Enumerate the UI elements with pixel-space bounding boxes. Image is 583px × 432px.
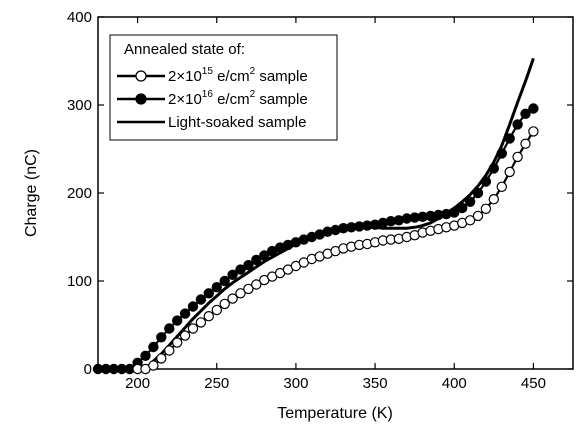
data-point <box>171 337 183 348</box>
data-point <box>488 193 499 205</box>
data-point <box>243 283 254 295</box>
data-point <box>211 282 222 293</box>
y-axis-title: Charge (nC) <box>23 149 40 237</box>
data-point <box>480 203 492 214</box>
data-point <box>164 345 175 356</box>
data-point <box>520 108 531 120</box>
legend-label-part: 2×10 <box>168 91 202 108</box>
axes: 200 250 300 350 400 450 0 100 200 300 400 <box>67 9 573 392</box>
legend-label-part: Light-soaked sample <box>168 114 306 131</box>
data-point <box>512 151 523 163</box>
data-point <box>496 181 507 192</box>
data-point <box>179 308 191 319</box>
legend-label-part: 2 <box>250 89 256 100</box>
data-point <box>156 353 167 364</box>
data-point <box>187 323 199 334</box>
data-point <box>504 166 515 178</box>
data-point <box>235 288 246 299</box>
data-point <box>179 330 191 341</box>
data-point <box>219 298 230 310</box>
data-point <box>449 207 460 218</box>
x-tick-label: 450 <box>521 375 546 392</box>
x-tick-label: 300 <box>283 375 308 392</box>
data-point <box>148 341 159 353</box>
data-point <box>504 133 515 144</box>
series-layer <box>92 57 539 375</box>
data-point <box>520 138 531 149</box>
data-point <box>195 294 207 305</box>
data-point <box>464 196 476 207</box>
data-point <box>251 279 262 290</box>
data-point <box>187 301 199 312</box>
data-point <box>235 264 246 275</box>
data-point <box>156 332 167 343</box>
legend-label-part: sample <box>255 68 308 85</box>
legend-title: Annealed state of: <box>124 41 245 58</box>
legend-label: 2×1015 e/cm2 sample <box>168 66 308 85</box>
data-point <box>195 317 207 328</box>
x-axis-title: Temperature (K) <box>277 405 393 422</box>
data-point <box>464 215 476 226</box>
data-point <box>472 210 484 222</box>
y-tick-label: 400 <box>67 9 92 26</box>
legend-marker <box>135 93 147 105</box>
y-tick-label: 300 <box>67 97 92 114</box>
legend-label: Light-soaked sample <box>168 114 306 131</box>
data-point <box>457 202 468 214</box>
x-tick-label: 250 <box>204 375 229 392</box>
data-point <box>148 360 159 371</box>
data-point <box>496 148 507 159</box>
x-tick-label: 200 <box>125 375 150 392</box>
data-point <box>480 176 492 187</box>
legend-label: 2×1016 e/cm2 sample <box>168 89 308 108</box>
data-point <box>171 315 183 326</box>
data-point <box>528 126 539 137</box>
legend-label-part: 2×10 <box>168 68 202 85</box>
series-filled-circle <box>92 103 539 375</box>
data-point <box>243 260 254 271</box>
legend-label-part: 15 <box>202 66 214 77</box>
legend-marker <box>135 70 147 82</box>
data-point <box>528 103 539 114</box>
data-point <box>488 163 499 174</box>
data-point <box>512 119 523 130</box>
legend: Annealed state of: 2×1015 e/cm2 sample2×… <box>109 34 338 141</box>
data-point <box>251 254 262 266</box>
x-tick-label: 400 <box>442 375 467 392</box>
data-point <box>227 293 238 304</box>
y-tick-label: 200 <box>67 185 92 202</box>
data-point <box>211 304 222 316</box>
y-tick-label: 100 <box>67 273 92 290</box>
legend-label-part: sample <box>255 91 308 108</box>
legend-label-part: 16 <box>202 89 214 100</box>
data-point <box>203 311 214 322</box>
data-point <box>259 250 270 261</box>
legend-label-part: e/cm <box>213 91 250 108</box>
y-tick-label: 0 <box>84 361 92 378</box>
data-point <box>164 323 175 334</box>
legend-label-part: e/cm <box>213 68 250 85</box>
data-point <box>472 187 484 199</box>
series-open-circle <box>132 126 539 375</box>
data-point <box>203 288 214 299</box>
data-point <box>227 269 238 280</box>
data-point <box>140 350 151 361</box>
legend-label-part: 2 <box>250 66 256 77</box>
x-tick-label: 350 <box>363 375 388 392</box>
data-point <box>219 275 230 287</box>
